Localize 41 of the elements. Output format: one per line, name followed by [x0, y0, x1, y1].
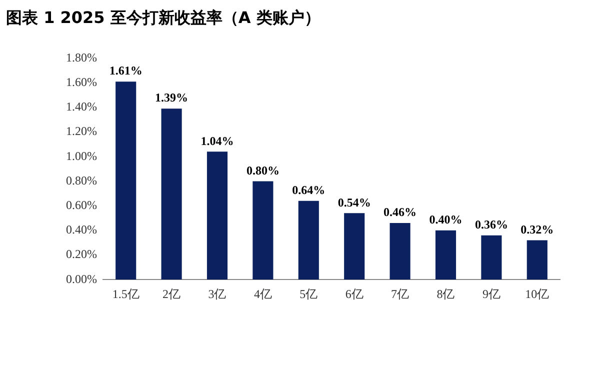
x-tick-label: 4亿	[254, 286, 272, 301]
bar	[116, 82, 136, 280]
data-label: 0.46%	[384, 205, 417, 220]
x-tick-label: 10亿	[525, 286, 550, 301]
x-tick-label: 7亿	[391, 286, 410, 301]
data-label: 1.39%	[155, 90, 188, 105]
bar	[298, 200, 319, 280]
data-label: 1.61%	[109, 64, 142, 78]
bar	[252, 181, 274, 280]
x-tick-label: 2亿	[162, 286, 181, 301]
bar	[481, 235, 502, 280]
x-tick-label: 3亿	[208, 286, 226, 301]
bar	[390, 223, 410, 280]
y-tick-label: 0.20%	[66, 247, 97, 262]
y-tick-label: 1.40%	[66, 100, 97, 114]
y-tick-label: 0.60%	[66, 198, 97, 212]
data-label: 0.64%	[292, 182, 326, 197]
y-tick-label: 0.80%	[66, 173, 97, 188]
data-label: 0.32%	[520, 222, 554, 236]
bar	[526, 240, 548, 280]
data-label: 0.80%	[246, 163, 280, 178]
data-label: 0.40%	[429, 212, 462, 226]
bar	[344, 213, 365, 280]
y-tick-label: 1.00%	[66, 148, 97, 163]
bar	[435, 230, 456, 280]
y-tick-label: 1.80%	[66, 50, 97, 64]
chart-title: 图表 1 2025 至今打新收益率（A 类账户）	[6, 8, 320, 29]
x-tick-label: 5亿	[300, 286, 318, 301]
x-tick-label: 8亿	[436, 286, 455, 301]
bar	[206, 152, 228, 280]
x-tick-label: 1.5亿	[112, 286, 140, 301]
y-tick-label: 1.60%	[66, 74, 97, 89]
bar	[161, 108, 182, 280]
y-tick-label: 0.00%	[66, 272, 97, 286]
data-label: 0.36%	[474, 217, 508, 232]
data-label: 0.54%	[338, 195, 371, 210]
x-tick-label: 9亿	[482, 286, 500, 301]
data-label: 1.04%	[200, 134, 234, 148]
y-tick-label: 1.20%	[66, 124, 97, 138]
x-tick-label: 6亿	[345, 286, 364, 301]
y-tick-label: 0.40%	[66, 222, 97, 237]
